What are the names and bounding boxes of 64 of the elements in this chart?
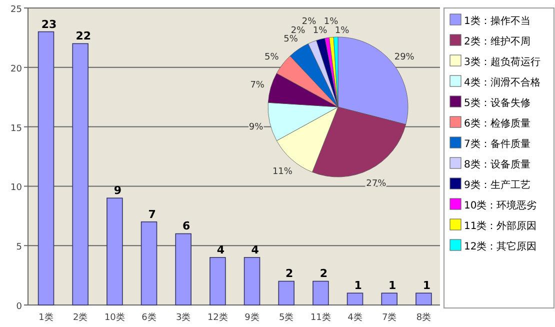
data-label: 1%	[324, 17, 339, 27]
data-label: 1%	[312, 26, 328, 36]
bar	[106, 198, 123, 306]
x-tick-label: 6类	[142, 312, 156, 323]
bar	[140, 221, 158, 306]
bar	[346, 292, 364, 306]
y-tick-label: 10	[10, 183, 22, 194]
legend-label: 9类：生产工艺	[464, 179, 530, 191]
data-label: 1	[422, 279, 431, 292]
data-label: 5%	[284, 34, 298, 45]
bar	[38, 31, 54, 306]
legend-label: 11类：外部原因	[464, 220, 537, 232]
x-tick-label: 2类	[72, 312, 88, 323]
bar	[416, 292, 432, 306]
x-tick-label: 10类	[104, 312, 125, 323]
data-label: 5%	[264, 52, 280, 63]
data-label: 7	[148, 208, 156, 221]
x-tick-label: 12类	[207, 312, 228, 323]
y-tick-label: 25	[10, 5, 22, 15]
data-label: 2%	[290, 26, 306, 36]
data-label: 11%	[272, 167, 293, 178]
legend-label: 12类：其它原因	[464, 240, 537, 252]
bar	[312, 280, 329, 306]
data-label: 2	[320, 267, 328, 280]
x-tick-label: 9类	[244, 312, 260, 323]
bar	[72, 43, 88, 306]
data-label: 4	[251, 243, 260, 256]
x-tick-label: 3类	[176, 312, 191, 323]
x-tick-label: 4类	[348, 312, 362, 323]
bar	[210, 257, 226, 306]
x-tick-label: 8类	[416, 312, 432, 323]
data-label: 1%	[334, 26, 350, 36]
y-tick-label: 5	[16, 242, 22, 253]
data-label: 1	[388, 279, 396, 292]
legend-label: 6类：检修质量	[464, 118, 530, 130]
legend-label: 10类：环境恶劣	[464, 200, 537, 212]
legend-label: 3类：超负荷运行	[464, 56, 540, 68]
data-label: 2%	[302, 17, 317, 27]
x-tick-label: 5类	[278, 312, 294, 323]
legend-label: 5类：设备失修	[464, 97, 530, 109]
x-tick-label: 7类	[382, 312, 397, 323]
legend-label: 8类：设备质量	[464, 158, 530, 170]
legend-label: 4类：润滑不合格	[464, 76, 540, 88]
legend-label: 7类：备件质量	[464, 138, 530, 150]
legend-label: 1类：操作不当	[464, 15, 530, 27]
data-label: 29%	[394, 52, 415, 63]
x-tick-label: 11类	[310, 312, 331, 323]
data-label: 2	[286, 267, 294, 280]
y-tick-label: 0	[16, 302, 22, 312]
data-label: 7%	[250, 80, 265, 91]
bar	[381, 292, 398, 306]
y-tick-label: 15	[10, 124, 22, 134]
data-label: 22	[76, 30, 92, 43]
bar	[175, 233, 192, 306]
x-tick-label: 1类	[38, 312, 54, 323]
data-label: 4	[216, 243, 225, 256]
legend-label: 2类：维护不周	[464, 36, 530, 48]
data-label: 9	[114, 184, 122, 198]
data-label: 1	[354, 279, 362, 292]
data-label: 6	[182, 220, 191, 233]
data-label: 23	[41, 18, 57, 31]
bar	[278, 280, 294, 306]
bar	[244, 257, 260, 306]
y-tick-label: 20	[10, 64, 22, 74]
